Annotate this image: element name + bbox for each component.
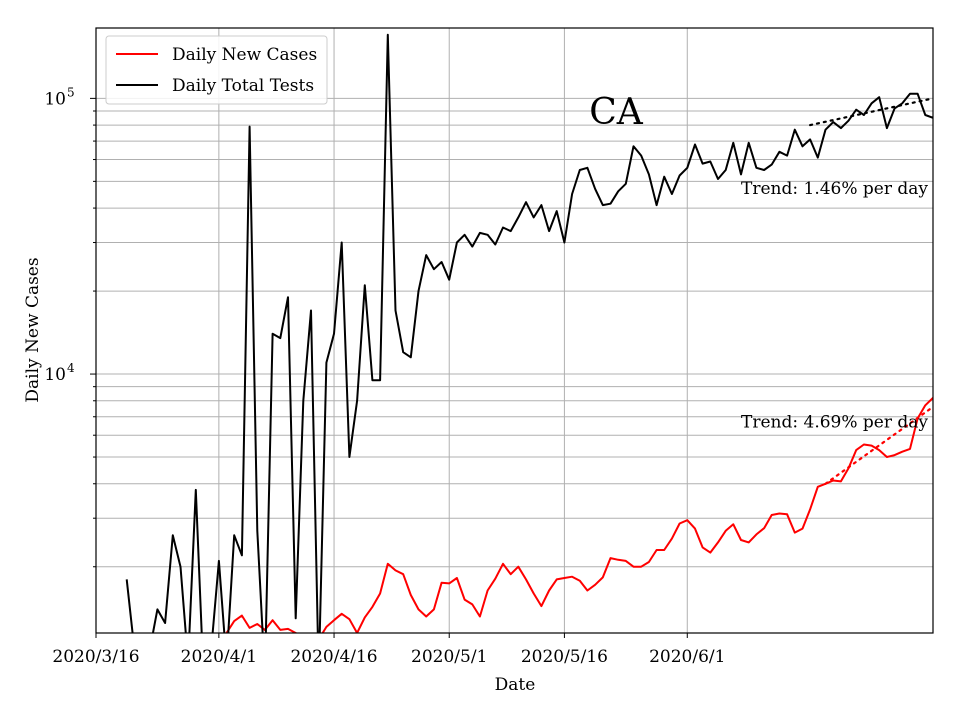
x-tick-label: 2020/3/16	[52, 647, 139, 667]
x-tick-label: 2020/5/16	[521, 647, 608, 667]
trend-lines	[809, 97, 933, 485]
daily-total-tests-line	[125, 33, 933, 633]
x-tick-label: 2020/4/16	[290, 647, 377, 667]
trend-line	[809, 97, 933, 127]
y-tick-label: 10	[44, 89, 66, 109]
legend-box	[105, 35, 328, 105]
y-tick-exponent: 4	[67, 361, 75, 375]
legend-label-tests: Daily Total Tests	[172, 76, 314, 96]
x-tick-label: 2020/4/1	[181, 647, 257, 667]
plot-frame	[95, 27, 934, 634]
legend-label-cases: Daily New Cases	[172, 45, 317, 65]
y-tick-exponent: 5	[67, 85, 75, 99]
legend: Daily New Cases Daily Total Tests	[105, 35, 328, 105]
x-axis-label: Date	[495, 675, 536, 695]
x-tick-label: 2020/5/1	[411, 647, 487, 667]
trend-label-tests: Trend: 1.46% per day	[741, 179, 928, 199]
y-tick-label: 10	[44, 365, 66, 385]
axis-ticks: 2020/3/16 2020/4/1 2020/4/16 2020/5/1 2020/5…	[44, 85, 725, 667]
trend-label-cases: Trend: 4.69% per day	[741, 412, 928, 432]
chart-title: CA	[589, 92, 644, 133]
grid-lines	[95, 28, 933, 633]
trend-line	[824, 405, 933, 485]
daily-new-cases-line	[225, 396, 933, 633]
x-tick-label: 2020/6/1	[649, 647, 725, 667]
series-lines	[125, 33, 933, 633]
y-axis-label: Daily New Cases	[23, 257, 43, 402]
